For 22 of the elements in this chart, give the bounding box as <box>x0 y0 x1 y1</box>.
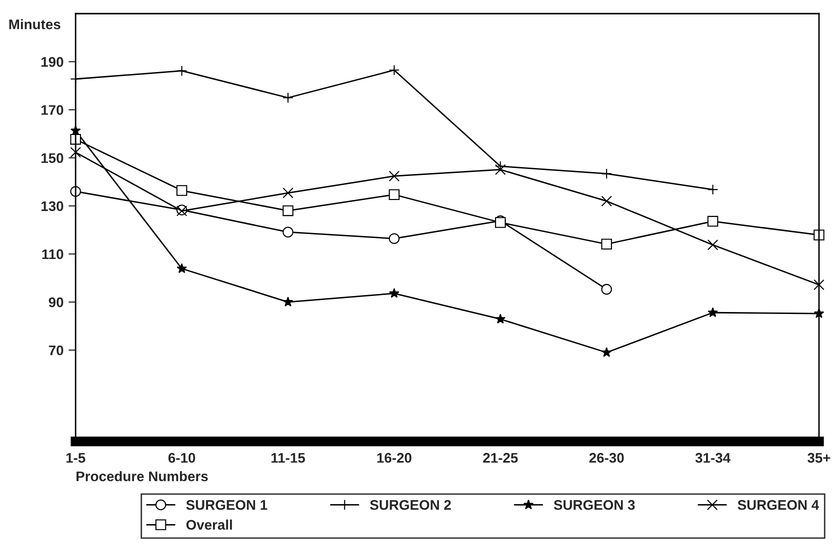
legend-label: SURGEON 4 <box>738 500 820 510</box>
legend-label: SURGEON 2 <box>370 500 451 510</box>
x-tick-label: 1-5 <box>66 453 86 463</box>
x-axis-title: Procedure Numbers <box>76 471 208 482</box>
x-tick-label: 21-25 <box>483 452 518 463</box>
y-tick-label: 150 <box>42 153 64 164</box>
x-tick-label: 31-34 <box>695 452 730 463</box>
y-tick-label: 110 <box>42 249 64 260</box>
x-tick-label: 6-10 <box>168 452 196 463</box>
y-tick-label: 190 <box>42 57 64 67</box>
y-tick-label: 130 <box>42 201 64 212</box>
y-tick-label: 70 <box>48 345 64 356</box>
legend-label: Overall <box>186 520 232 530</box>
y-tick-label: 90 <box>48 297 64 308</box>
x-tick-label: 35+ <box>808 452 830 463</box>
y-tick-label: 170 <box>42 105 64 115</box>
y-axis-title: Minutes <box>9 19 60 30</box>
legend-label: SURGEON 3 <box>554 500 635 510</box>
x-tick-label: 16-20 <box>377 452 412 463</box>
x-tick-label: 11-15 <box>271 453 305 463</box>
x-tick-label: 26-30 <box>589 452 624 463</box>
legend-label: SURGEON 1 <box>186 500 268 510</box>
